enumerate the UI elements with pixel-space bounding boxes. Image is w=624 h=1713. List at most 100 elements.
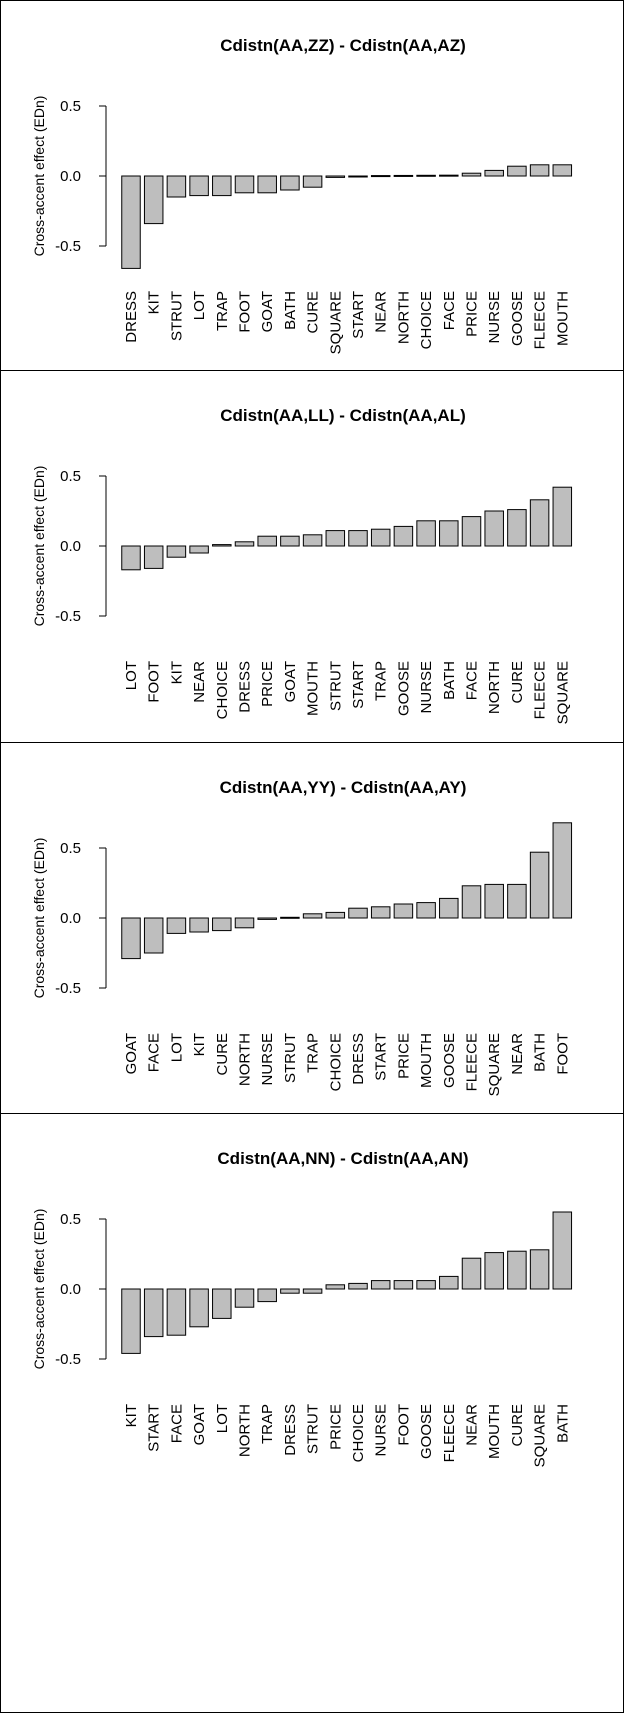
category-label: CURE — [509, 1404, 526, 1447]
category-label: NEAR — [509, 1033, 526, 1075]
y-axis-label: Cross-accent effect (EDn) — [31, 96, 47, 257]
category-label: BATH — [554, 1404, 571, 1443]
category-label: GOAT — [259, 291, 276, 332]
bar-fleece — [529, 164, 550, 177]
bar-mouth — [416, 902, 436, 919]
bar-chart: Cdistn(AA,LL) - Cdistn(AA,AL) Cross-accen… — [31, 406, 573, 724]
bar-start — [348, 175, 368, 178]
bar-start — [143, 1288, 164, 1338]
bar-price — [257, 535, 277, 547]
bar-lot — [212, 1288, 232, 1319]
y-tick-label: 0.0 — [60, 910, 81, 927]
category-label: GOOSE — [395, 661, 412, 716]
bar-dress — [348, 907, 368, 919]
y-tick-label: 0.5 — [60, 468, 81, 485]
category-label: FACE — [146, 1033, 163, 1072]
category-label: KIT — [168, 661, 185, 684]
category-label: MOUTH — [305, 661, 322, 716]
category-label: PRICE — [395, 1033, 412, 1079]
bar-north — [234, 917, 255, 929]
bar-price — [393, 903, 414, 919]
category-label: FACE — [441, 291, 458, 330]
category-label: CHOICE — [350, 1404, 367, 1462]
bar-goose — [416, 1280, 436, 1290]
category-label: NURSE — [418, 661, 435, 714]
y-tick-label: -0.5 — [55, 980, 81, 997]
category-label: NURSE — [259, 1033, 276, 1086]
bar-mouth — [484, 1252, 504, 1290]
bar-face — [166, 1288, 187, 1336]
bar-bath — [552, 1211, 573, 1290]
bar-goose — [507, 165, 527, 177]
y-tick-label: -0.5 — [55, 608, 81, 625]
bar-strut — [325, 530, 346, 547]
category-label: CURE — [214, 1033, 231, 1076]
category-label: SQUARE — [486, 1033, 503, 1096]
bar-mouth — [302, 534, 323, 547]
bar-nurse — [257, 917, 277, 920]
bar-lot — [121, 545, 141, 571]
category-label: KIT — [146, 291, 163, 314]
bar-near — [189, 545, 209, 554]
category-label: LOT — [214, 1404, 231, 1433]
category-label: GOAT — [282, 661, 299, 702]
bar-trap — [370, 528, 391, 547]
bar-lot — [166, 917, 187, 934]
category-label: NEAR — [464, 1404, 481, 1446]
category-label: FLEECE — [464, 1033, 481, 1091]
bar-nurse — [484, 169, 504, 177]
bar-fleece — [529, 499, 550, 547]
bar-start — [370, 906, 391, 919]
category-label: NORTH — [486, 661, 503, 714]
category-label: FLEECE — [532, 291, 549, 349]
bar-goat — [121, 917, 141, 960]
category-label: STRUT — [305, 1404, 322, 1454]
bar-kit — [189, 917, 209, 933]
bar-price — [461, 172, 482, 177]
category-label: GOOSE — [441, 1033, 458, 1088]
category-label: START — [350, 661, 367, 709]
category-label: GOOSE — [418, 1404, 435, 1459]
category-label: NORTH — [395, 291, 412, 344]
bar-foot — [552, 822, 573, 919]
bar-face — [439, 174, 459, 177]
category-label: PRICE — [327, 1404, 344, 1450]
category-label: STRUT — [168, 291, 185, 341]
category-label: STRUT — [327, 661, 344, 711]
category-label: CHOICE — [327, 1033, 344, 1091]
bar-choice — [348, 1282, 368, 1290]
bar-square — [484, 883, 504, 919]
chart-title: Cdistn(AA,LL) - Cdistn(AA,AL) — [220, 406, 466, 425]
bar-fleece — [461, 885, 482, 919]
category-label: CURE — [305, 291, 322, 334]
category-label: FLEECE — [532, 661, 549, 719]
category-label: GOAT — [123, 1033, 140, 1074]
bar-chart: Cdistn(AA,ZZ) - Cdistn(AA,AZ) Cross-accen… — [31, 36, 573, 354]
category-label: TRAP — [305, 1033, 322, 1073]
chart-panel-1: Cdistn(AA,ZZ) - Cdistn(AA,AZ) Cross-accen… — [0, 0, 624, 371]
bar-choice — [325, 911, 346, 919]
y-axis-label: Cross-accent effect (EDn) — [31, 1209, 47, 1370]
y-tick-label: 0.0 — [60, 1281, 81, 1298]
bar-near — [370, 175, 391, 178]
bar-north — [234, 1288, 255, 1308]
y-axis-label: Cross-accent effect (EDn) — [31, 838, 47, 999]
y-tick-label: 0.5 — [60, 840, 81, 857]
bar-kit — [143, 175, 164, 225]
category-label: FOOT — [146, 661, 163, 703]
bar-strut — [302, 1288, 323, 1294]
bar-choice — [416, 174, 436, 177]
category-label: NURSE — [486, 291, 503, 344]
bar-strut — [166, 175, 187, 198]
bar-north — [484, 510, 504, 547]
bar-trap — [257, 1288, 277, 1303]
category-label: SQUARE — [554, 661, 571, 724]
bar-goat — [257, 175, 277, 194]
chart-title: Cdistn(AA,ZZ) - Cdistn(AA,AZ) — [220, 36, 466, 55]
category-label: STRUT — [282, 1033, 299, 1083]
bar-bath — [529, 851, 550, 919]
bar-face — [143, 917, 164, 954]
category-label: LOT — [123, 661, 140, 690]
bar-cure — [507, 1250, 527, 1290]
bar-north — [393, 174, 414, 177]
